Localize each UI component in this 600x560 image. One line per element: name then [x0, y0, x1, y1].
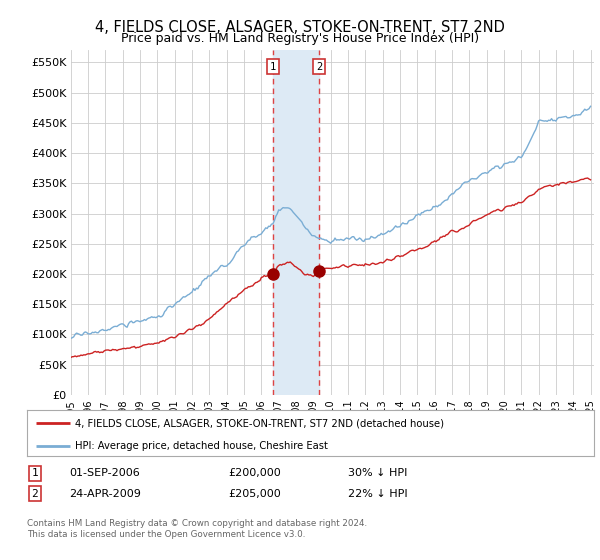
Text: 24-APR-2009: 24-APR-2009: [69, 489, 141, 499]
Text: 1: 1: [270, 62, 276, 72]
Text: Price paid vs. HM Land Registry's House Price Index (HPI): Price paid vs. HM Land Registry's House …: [121, 32, 479, 45]
Text: 2: 2: [316, 62, 322, 72]
Bar: [273, 50, 319, 395]
Text: £205,000: £205,000: [228, 489, 281, 499]
Text: 01-SEP-2006: 01-SEP-2006: [69, 468, 140, 478]
Text: £200,000: £200,000: [228, 468, 281, 478]
Text: 22% ↓ HPI: 22% ↓ HPI: [348, 489, 407, 499]
Text: 1: 1: [31, 468, 38, 478]
Text: 4, FIELDS CLOSE, ALSAGER, STOKE-ON-TRENT, ST7 2ND: 4, FIELDS CLOSE, ALSAGER, STOKE-ON-TRENT…: [95, 20, 505, 35]
Text: 4, FIELDS CLOSE, ALSAGER, STOKE-ON-TRENT, ST7 2ND (detached house): 4, FIELDS CLOSE, ALSAGER, STOKE-ON-TRENT…: [75, 418, 444, 428]
Text: This data is licensed under the Open Government Licence v3.0.: This data is licensed under the Open Gov…: [27, 530, 305, 539]
Text: 2: 2: [31, 489, 38, 499]
Text: Contains HM Land Registry data © Crown copyright and database right 2024.: Contains HM Land Registry data © Crown c…: [27, 519, 367, 528]
Text: HPI: Average price, detached house, Cheshire East: HPI: Average price, detached house, Ches…: [75, 441, 328, 451]
Text: 30% ↓ HPI: 30% ↓ HPI: [348, 468, 407, 478]
